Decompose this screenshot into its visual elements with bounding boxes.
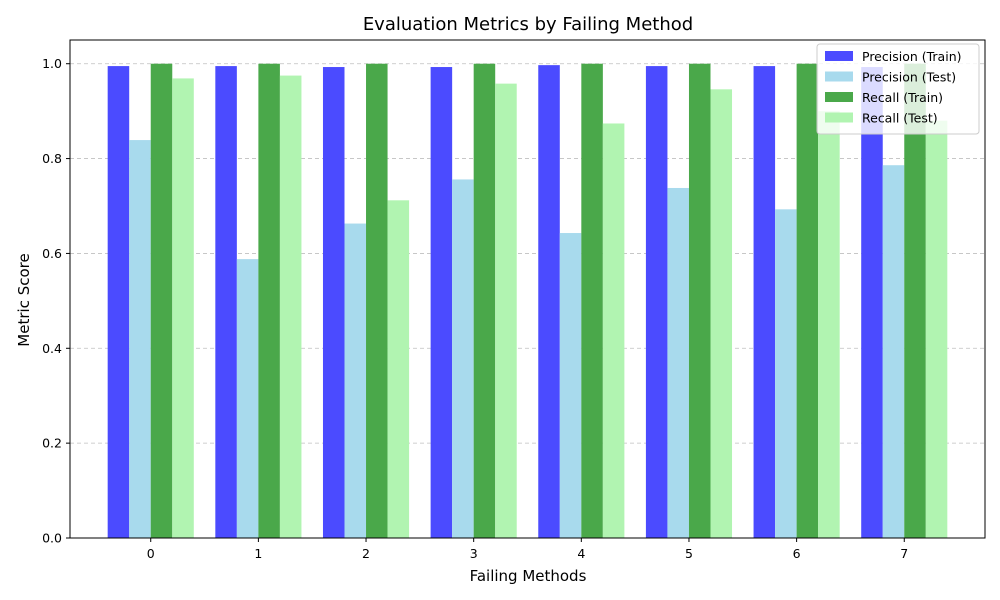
legend-swatch (825, 71, 853, 82)
bar-3-1 (258, 63, 280, 538)
bar-3-4 (581, 63, 603, 538)
bars (107, 63, 948, 539)
bar-4-1 (279, 75, 302, 539)
legend-label: Precision (Test) (862, 70, 956, 85)
bar-4-2 (387, 200, 410, 538)
bar-2-1 (236, 259, 259, 538)
bar-3-0 (150, 63, 173, 538)
y-tick-label: 0.4 (42, 341, 62, 356)
x-tick-label: 6 (793, 546, 801, 561)
bar-1-7 (861, 67, 883, 538)
plot-frame (69, 39, 986, 539)
chart-title: Evaluation Metrics by Failing Method (363, 14, 693, 35)
bar-1-5 (645, 66, 668, 538)
legend: Precision (Train) Precision (Test) Recall … (816, 43, 980, 135)
y-tick-label: 0.6 (42, 246, 62, 261)
bar-1-6 (753, 66, 776, 538)
bar-3-5 (688, 63, 711, 538)
x-tick-label: 2 (362, 546, 370, 561)
y-axis-label: Metric Score (15, 253, 33, 346)
bar-2-4 (559, 233, 582, 538)
bar-4-4 (602, 123, 625, 538)
legend-label: Recall (Test) (862, 111, 938, 126)
bar-4-0 (172, 78, 194, 538)
y-tick-label: 0.2 (42, 436, 62, 451)
bar-2-7 (882, 165, 905, 538)
x-tick-label: 3 (470, 546, 478, 561)
x-tick-label: 7 (900, 546, 908, 561)
bar-3-3 (473, 63, 496, 538)
bar-3-7 (904, 63, 926, 538)
x-axis-label: Failing Methods (470, 567, 587, 585)
y-tick-label: 0.8 (42, 151, 62, 166)
bar-4-7 (925, 120, 948, 538)
bar-2-5 (667, 187, 689, 538)
legend-swatch (825, 51, 853, 61)
x-tick-label: 0 (147, 546, 155, 561)
bar-4-6 (818, 111, 840, 539)
x-tick-label: 4 (577, 546, 585, 561)
legend-label: Precision (Train) (862, 49, 962, 64)
bar-2-6 (775, 209, 797, 538)
bar-1-4 (538, 65, 560, 538)
bar-1-1 (215, 66, 237, 538)
legend-label: Recall (Train) (862, 90, 943, 105)
legend-box (816, 43, 980, 135)
bar-1-3 (430, 67, 453, 538)
legend-swatch (825, 112, 853, 123)
bar-3-6 (796, 63, 819, 538)
bar-2-2 (344, 223, 367, 538)
bar-3-2 (366, 63, 388, 538)
bar-1-0 (107, 66, 130, 538)
bar-4-3 (495, 83, 517, 539)
x-tick-label: 1 (254, 546, 262, 561)
bar-4-5 (710, 89, 733, 538)
gridlines (70, 63, 985, 539)
bar-1-2 (322, 67, 345, 538)
y-tick-label: 1.0 (42, 56, 62, 71)
axes: 0.0 0.2 0.4 0.6 0.8 1.0 0 1 2 3 4 5 6 7 (42, 39, 986, 561)
bar-2-3 (452, 179, 474, 538)
y-tick-label: 0.0 (42, 531, 62, 546)
bar-2-0 (129, 140, 151, 538)
legend-swatch (825, 92, 853, 102)
x-tick-label: 5 (685, 546, 693, 561)
